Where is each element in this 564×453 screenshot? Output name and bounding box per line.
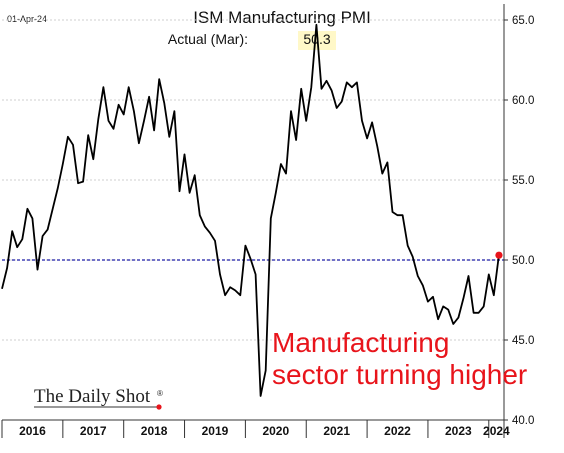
brand-registered-mark: ® [157, 389, 163, 398]
last-point-marker [495, 251, 503, 259]
chart-subtitle-prefix: Actual (Mar): [168, 31, 248, 47]
x-axis: 2016 2017 2018 2019 2020 2021 2022 2023 2024 [1, 419, 510, 438]
series-group [1, 23, 503, 397]
annotation-line2: sector turning higher [272, 359, 527, 390]
brand-name: The Daily Shot [34, 386, 151, 407]
x-tick-label: 2023 [445, 424, 472, 438]
x-tick-label: 2024 [483, 424, 510, 438]
chart-title: ISM Manufacturing PMI [193, 8, 371, 27]
x-tick-label: 2022 [384, 424, 411, 438]
y-axis: 40.0 45.0 50.0 55.0 60.0 65.0 [503, 4, 534, 427]
x-tick-label: 2016 [19, 424, 46, 438]
y-tick-label: 45.0 [512, 335, 534, 347]
y-tick-label: 55.0 [512, 175, 534, 187]
x-tick-label: 2018 [141, 424, 168, 438]
x-tick-label: 2019 [202, 424, 229, 438]
brand-dot [156, 404, 162, 410]
y-tick-label: 40.0 [512, 415, 534, 427]
brand-logo: The Daily Shot ® [34, 386, 163, 410]
y-tick-label: 60.0 [512, 95, 534, 107]
annotation-line1: Manufacturing [272, 327, 449, 358]
x-tick-label: 2020 [262, 424, 289, 438]
pmi-series-line [1, 23, 500, 397]
y-tick-label: 65.0 [512, 15, 534, 27]
x-tick-label: 2021 [323, 424, 350, 438]
x-tick-label: 2017 [80, 424, 107, 438]
chart-date-label: 01-Apr-24 [7, 14, 47, 24]
y-tick-label: 50.0 [512, 255, 534, 267]
